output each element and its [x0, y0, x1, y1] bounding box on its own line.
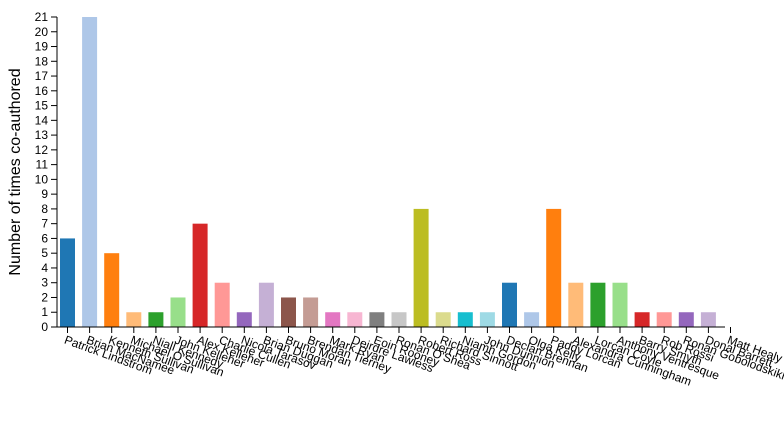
y-tick-label: 4 — [41, 261, 48, 275]
y-tick-label: 5 — [41, 246, 48, 260]
bar-1 — [82, 17, 98, 327]
y-tick-label: 0 — [41, 320, 48, 334]
bar-11 — [303, 297, 319, 327]
y-tick-label: 20 — [35, 25, 49, 39]
bar-3 — [126, 312, 142, 327]
bar-2 — [104, 253, 120, 327]
bar-18 — [457, 312, 473, 327]
bar-0 — [60, 238, 75, 327]
bar-4 — [148, 312, 164, 327]
bars-group — [60, 17, 716, 327]
bar-21 — [524, 312, 540, 327]
y-tick-label: 16 — [35, 84, 49, 98]
y-tick-label: 7 — [41, 217, 48, 231]
y-tick-label: 10 — [35, 172, 49, 186]
y-axis-label: Number of times co-authored — [7, 68, 24, 275]
bar-28 — [678, 312, 694, 327]
y-tick-label: 18 — [35, 54, 49, 68]
bar-9 — [258, 282, 274, 327]
bar-19 — [479, 312, 495, 327]
y-tick-label: 1 — [41, 305, 48, 319]
y-tick-label: 17 — [35, 69, 49, 83]
y-tick-label: 9 — [41, 187, 48, 201]
bar-29 — [700, 312, 716, 327]
bar-16 — [413, 208, 429, 327]
bar-10 — [281, 297, 296, 327]
bar-12 — [325, 312, 341, 327]
bar-26 — [634, 312, 650, 327]
bar-14 — [369, 312, 385, 327]
y-tick-label: 21 — [35, 10, 49, 24]
y-tick-label: 12 — [35, 143, 49, 157]
y-tick-label: 19 — [35, 40, 49, 54]
y-tick-label: 8 — [41, 202, 48, 216]
y-tick-label: 2 — [41, 290, 48, 304]
y-tick-label: 3 — [41, 276, 48, 290]
bar-8 — [236, 312, 252, 327]
bar-15 — [391, 312, 407, 327]
y-tick-label: 15 — [35, 99, 49, 113]
y-tick-label: 11 — [36, 158, 49, 172]
y-tick-label: 14 — [35, 113, 49, 127]
bar-17 — [435, 312, 451, 327]
bar-23 — [568, 282, 584, 327]
y-tick-label: 13 — [35, 128, 49, 142]
bar-24 — [590, 282, 606, 327]
bar-5 — [170, 297, 186, 327]
bar-22 — [546, 208, 562, 327]
bar-13 — [347, 312, 363, 327]
bar-7 — [214, 282, 230, 327]
bar-25 — [612, 282, 628, 327]
bar-27 — [656, 312, 672, 327]
y-tick-label: 6 — [41, 231, 48, 245]
bar-20 — [502, 282, 517, 327]
bar-6 — [192, 223, 208, 327]
